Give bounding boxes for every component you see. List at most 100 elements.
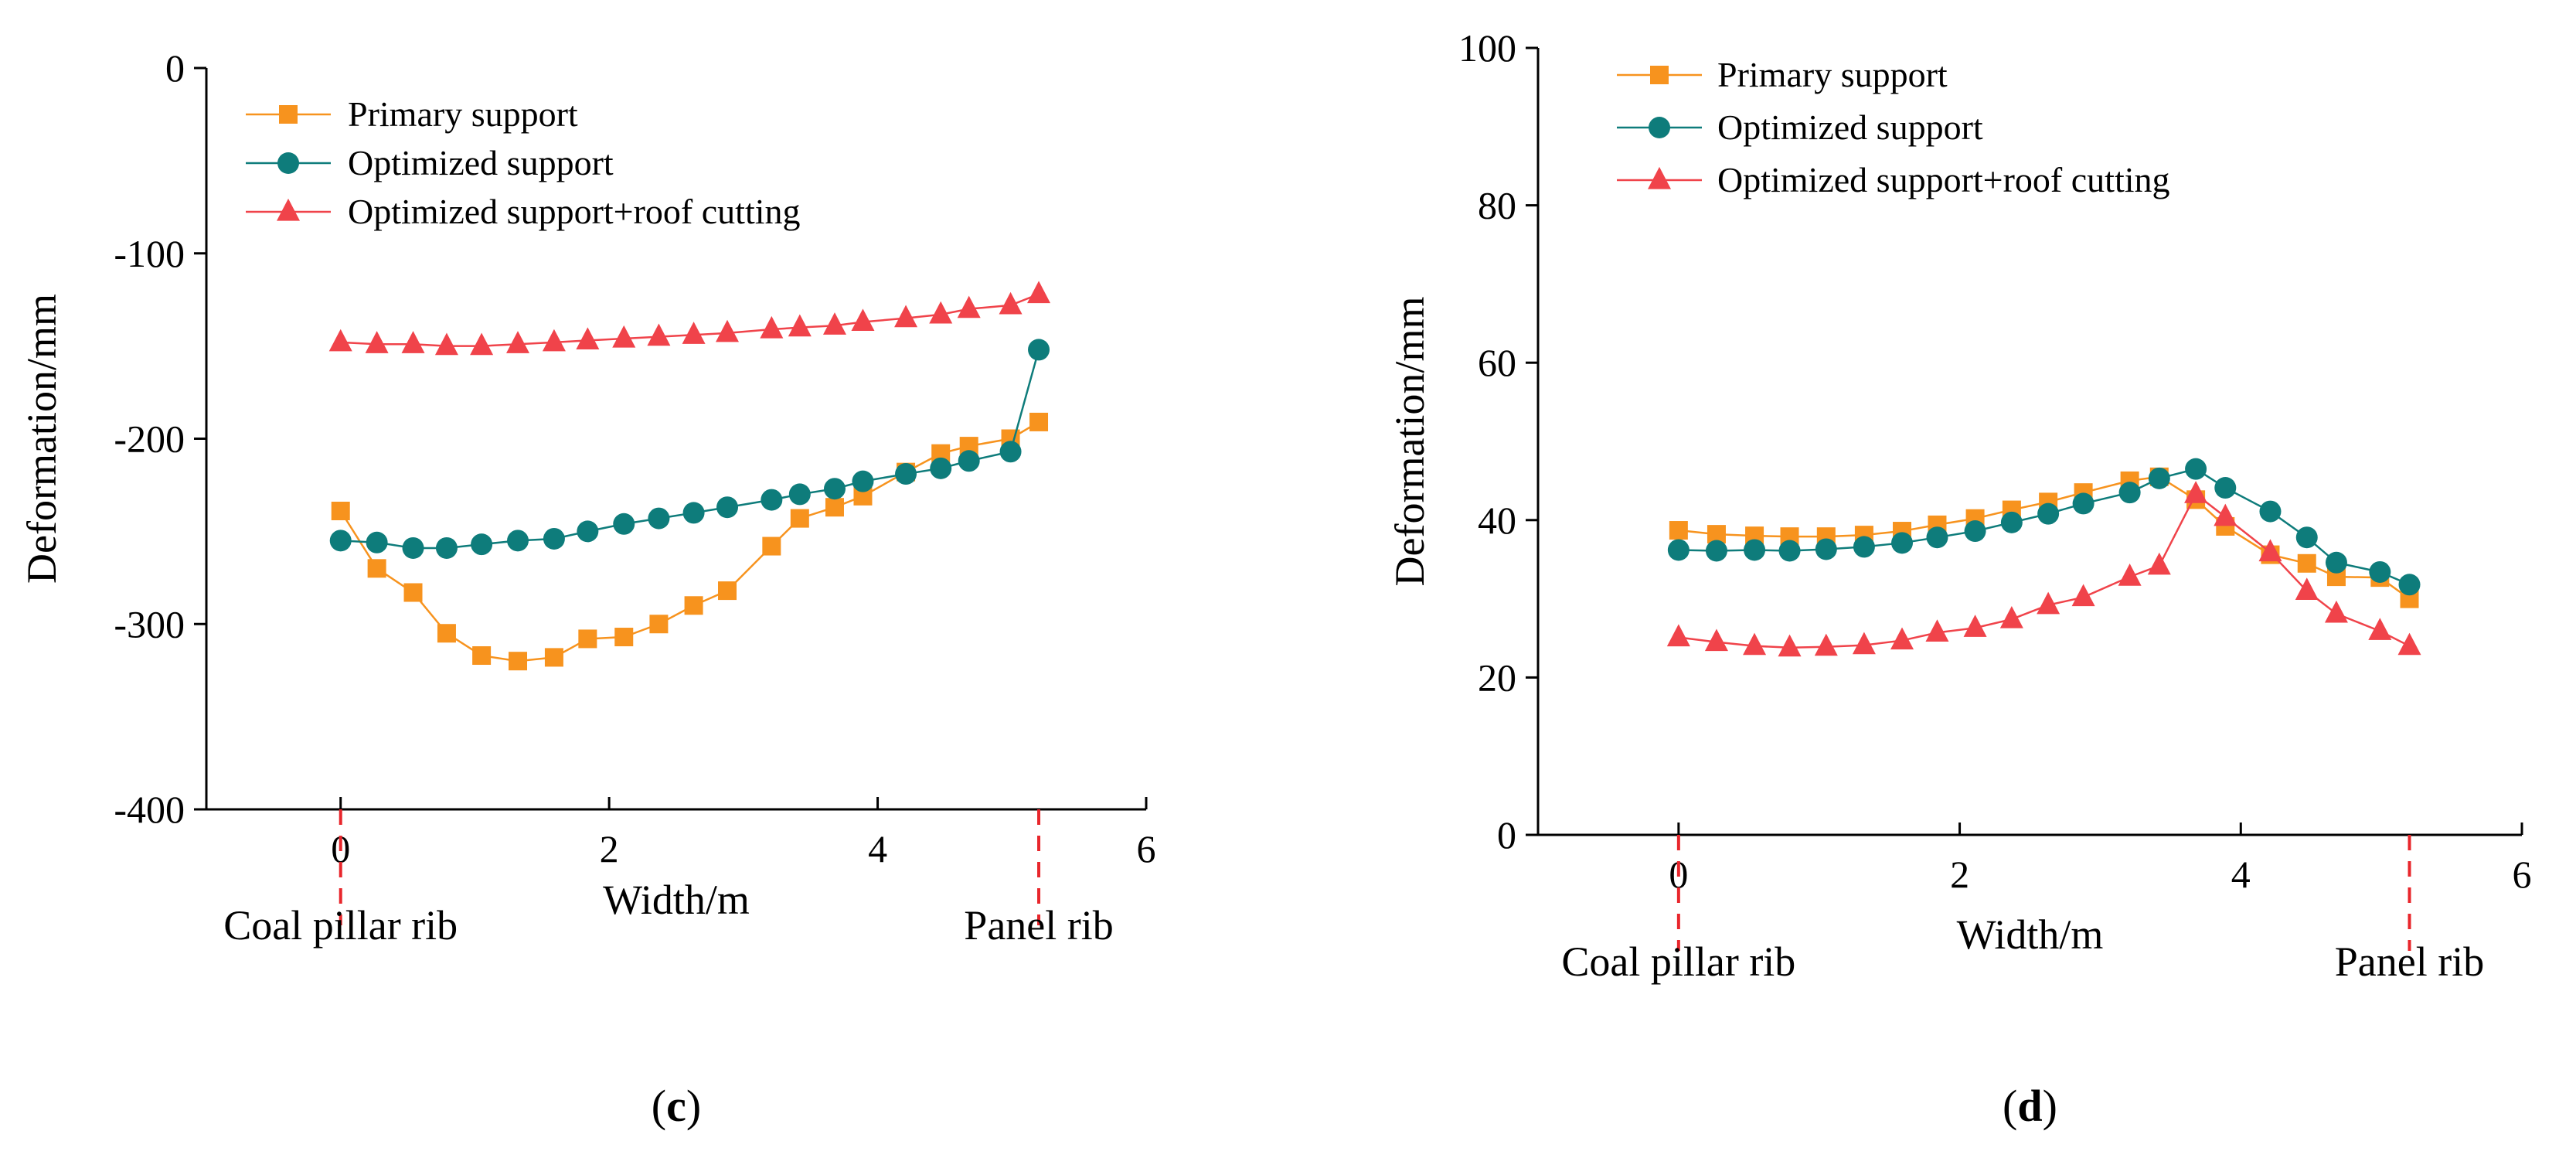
data-point: [929, 301, 953, 324]
x-tick-label: 4: [868, 827, 887, 870]
panel-label: (c): [652, 1081, 701, 1131]
data-point: [1891, 532, 1914, 554]
data-point: [2072, 492, 2094, 515]
data-point: [2000, 511, 2023, 533]
data-point: [2214, 503, 2237, 526]
data-point: [434, 332, 458, 356]
y-tick-label: 0: [1497, 813, 1516, 857]
data-point: [1743, 632, 1767, 656]
data-point: [1963, 615, 1987, 637]
legend-label: Optimized support: [348, 143, 614, 182]
data-point: [614, 628, 634, 647]
data-point: [2037, 591, 2060, 615]
data-point: [2369, 560, 2391, 583]
data-point: [1926, 526, 1948, 549]
data-point: [682, 322, 706, 344]
data-point: [1999, 605, 2023, 628]
data-point: [1890, 627, 1914, 650]
legend-label: Primary support: [1717, 55, 1948, 94]
data-point: [2214, 477, 2237, 499]
data-point: [402, 536, 424, 559]
panel-rib-label: Panel rib: [2335, 938, 2484, 985]
data-point: [1964, 520, 1986, 543]
data-point: [2397, 632, 2421, 656]
y-axis-title: Deformation/mm: [19, 294, 65, 584]
data-point: [472, 646, 492, 666]
series-1: [1667, 458, 2421, 596]
data-point: [544, 648, 563, 667]
data-point: [612, 325, 636, 348]
data-point: [506, 331, 530, 353]
legend-marker: [1649, 117, 1670, 138]
data-point: [2071, 584, 2095, 607]
panel-label-close: ): [686, 1081, 701, 1131]
data-point: [2297, 553, 2316, 573]
data-point: [682, 502, 705, 524]
legend-label: Optimized support+roof cutting: [348, 192, 801, 231]
y-tick-label: -300: [114, 602, 185, 645]
data-point: [825, 498, 844, 517]
y-tick-label: 100: [1458, 26, 1516, 70]
panel-rib-label: Panel rib: [964, 902, 1113, 949]
data-point: [760, 315, 784, 339]
x-tick-label: 2: [1950, 853, 1969, 896]
data-point: [895, 463, 917, 485]
data-point: [401, 331, 425, 353]
data-point: [761, 489, 783, 511]
data-point: [1853, 536, 1875, 558]
data-point: [2295, 577, 2319, 601]
panel-label-open: (: [652, 1081, 666, 1131]
data-point: [365, 331, 389, 353]
legend: Primary support Optimized support Optimize…: [1617, 55, 2170, 199]
data-point: [2295, 526, 2318, 549]
data-point: [2184, 481, 2208, 503]
legend-marker: [279, 105, 298, 124]
data-point: [762, 536, 781, 556]
panel-label: (d): [2003, 1081, 2057, 1131]
data-point: [331, 502, 350, 521]
y-tick-label: 20: [1478, 656, 1516, 699]
data-point: [1029, 412, 1049, 431]
data-point: [684, 596, 703, 615]
data-point: [2259, 500, 2282, 523]
data-point: [2148, 467, 2170, 489]
data-point: [367, 559, 386, 578]
panel-label-open: (: [2003, 1081, 2017, 1131]
data-point: [1925, 619, 1949, 642]
x-tick-label: 6: [1137, 827, 1156, 870]
data-point: [1778, 540, 1801, 562]
data-point: [1705, 540, 1727, 562]
data-point: [894, 305, 918, 328]
data-point: [1814, 633, 1838, 656]
data-point: [2368, 618, 2392, 640]
y-tick-label: 60: [1478, 341, 1516, 384]
y-axis-title: Deformation/mm: [1387, 297, 1433, 587]
data-point: [471, 533, 493, 556]
data-point: [1704, 628, 1728, 652]
data-point: [788, 483, 811, 506]
series-1: [329, 339, 1050, 559]
data-point: [470, 332, 494, 356]
y-tick-label: -400: [114, 788, 185, 831]
coal-pillar-rib-label: Coal pillar rib: [1561, 938, 1795, 985]
legend-marker: [277, 198, 300, 221]
panel-label-letter: d: [2017, 1081, 2042, 1131]
data-point: [328, 329, 352, 352]
data-point: [957, 295, 981, 318]
data-point: [958, 450, 980, 472]
data-point: [542, 329, 566, 352]
data-point: [790, 509, 809, 528]
data-point: [1852, 632, 1876, 655]
data-point: [1815, 538, 1837, 560]
data-point: [1744, 539, 1766, 561]
data-point: [578, 629, 597, 649]
series-2: [1666, 481, 2421, 657]
data-point: [648, 507, 670, 530]
legend-label: Optimized support: [1717, 107, 1983, 147]
legend-marker: [277, 152, 299, 174]
data-point: [576, 327, 600, 350]
data-point: [437, 624, 456, 643]
data-point: [1666, 624, 1690, 647]
x-axis-title: Width/m: [603, 877, 750, 923]
